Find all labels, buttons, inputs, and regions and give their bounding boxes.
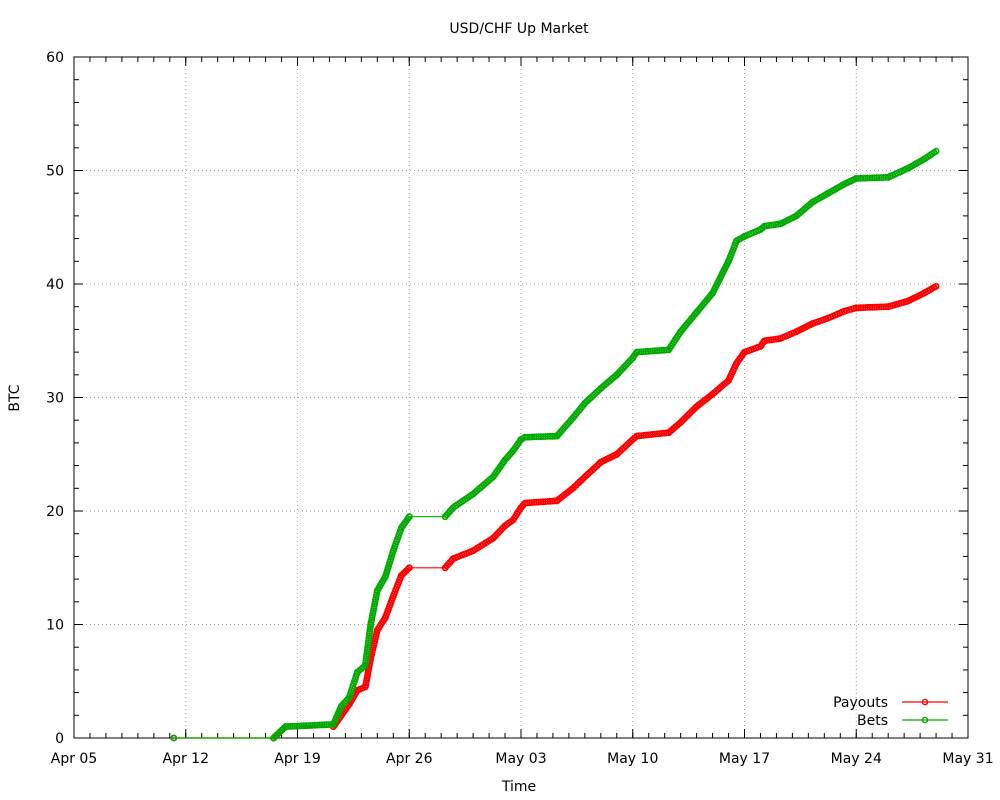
x-tick-label: May 17 [719,751,770,767]
legend-swatch-marker [921,716,929,724]
series-payouts [170,282,940,742]
data-point [170,734,178,742]
x-tick-label: May 24 [831,751,882,767]
y-tick-label: 10 [46,618,64,634]
x-axis-label: Time [501,779,536,795]
y-tick-label: 30 [46,391,64,407]
legend-label: Payouts [833,695,888,711]
legend-swatch-marker [921,698,929,706]
y-tick-label: 60 [46,50,64,66]
legend-item-payouts: Payouts [833,695,948,711]
y-tick-label: 20 [46,504,64,520]
grid [74,57,968,738]
x-tick-label: Apr 19 [274,751,320,767]
x-tick-label: May 10 [607,751,658,767]
y-tick-label: 50 [46,164,64,180]
chart-title: USD/CHF Up Market [449,21,589,37]
data-point [405,513,413,521]
series-layer [170,147,940,742]
legend-label: Bets [857,713,888,729]
y-axis: 0 10 20 30 40 50 60 [46,50,968,747]
x-tick-label: May 03 [495,751,546,767]
y-tick-label: 0 [55,731,64,747]
series-bets [170,147,940,742]
x-tick-label: Apr 26 [386,751,433,767]
y-axis-label: BTC [7,384,23,411]
legend-item-bets: Bets [857,713,948,729]
x-tick-label: Apr 12 [163,751,209,767]
y-tick-label: 40 [46,277,64,293]
legend: Payouts Bets [833,695,948,729]
x-tick-label: Apr 05 [51,751,97,767]
data-point [405,564,413,572]
x-tick-label: May 31 [942,751,993,767]
data-point [932,282,940,290]
data-point [932,147,940,155]
x-axis: Apr 05 Apr 12 Apr 19 Apr 26 May 03 May 10 May … [51,57,994,767]
